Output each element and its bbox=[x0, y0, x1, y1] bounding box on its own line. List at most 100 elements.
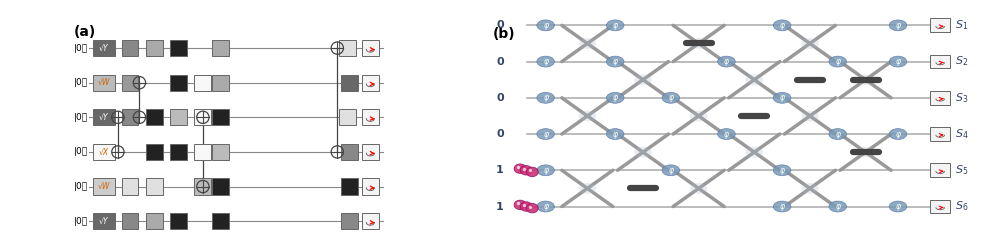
Ellipse shape bbox=[889, 201, 907, 212]
Text: 1: 1 bbox=[496, 202, 504, 211]
FancyBboxPatch shape bbox=[194, 144, 211, 160]
FancyBboxPatch shape bbox=[93, 178, 115, 194]
Text: 0: 0 bbox=[496, 129, 504, 139]
Text: φ: φ bbox=[724, 57, 729, 66]
Text: $S_5$: $S_5$ bbox=[955, 164, 969, 177]
Ellipse shape bbox=[745, 74, 763, 85]
FancyBboxPatch shape bbox=[93, 213, 115, 229]
Text: |0〉: |0〉 bbox=[74, 113, 88, 122]
FancyBboxPatch shape bbox=[93, 74, 115, 91]
Ellipse shape bbox=[889, 20, 907, 31]
Text: (b): (b) bbox=[492, 27, 515, 41]
Text: φ: φ bbox=[835, 130, 840, 138]
Ellipse shape bbox=[662, 92, 680, 103]
Ellipse shape bbox=[690, 38, 707, 49]
Text: φ: φ bbox=[835, 202, 840, 211]
Text: φ: φ bbox=[613, 93, 618, 102]
Ellipse shape bbox=[537, 56, 554, 67]
Ellipse shape bbox=[857, 74, 874, 85]
Text: φ: φ bbox=[543, 166, 548, 175]
FancyBboxPatch shape bbox=[122, 40, 138, 56]
FancyBboxPatch shape bbox=[194, 178, 211, 194]
FancyBboxPatch shape bbox=[170, 144, 187, 160]
Ellipse shape bbox=[801, 38, 819, 49]
Text: φ: φ bbox=[668, 93, 673, 102]
Circle shape bbox=[526, 204, 538, 213]
Text: φ: φ bbox=[896, 130, 900, 138]
Text: φ: φ bbox=[780, 166, 785, 175]
Ellipse shape bbox=[634, 74, 652, 85]
FancyBboxPatch shape bbox=[341, 144, 358, 160]
Ellipse shape bbox=[662, 165, 680, 176]
Ellipse shape bbox=[690, 183, 707, 194]
Text: $S_3$: $S_3$ bbox=[955, 91, 969, 105]
FancyBboxPatch shape bbox=[194, 109, 211, 126]
FancyBboxPatch shape bbox=[170, 109, 187, 126]
Circle shape bbox=[520, 202, 532, 211]
FancyBboxPatch shape bbox=[93, 109, 115, 126]
Text: φ: φ bbox=[613, 21, 618, 30]
FancyBboxPatch shape bbox=[93, 40, 115, 56]
Text: φ: φ bbox=[668, 166, 673, 175]
Text: |0〉: |0〉 bbox=[74, 182, 88, 191]
FancyBboxPatch shape bbox=[122, 213, 138, 229]
Text: (a): (a) bbox=[74, 25, 96, 39]
FancyBboxPatch shape bbox=[341, 178, 358, 194]
FancyBboxPatch shape bbox=[122, 178, 138, 194]
Text: √W: √W bbox=[97, 78, 110, 87]
FancyBboxPatch shape bbox=[93, 144, 115, 160]
Ellipse shape bbox=[718, 56, 735, 67]
Ellipse shape bbox=[634, 147, 652, 158]
Ellipse shape bbox=[801, 183, 819, 194]
FancyBboxPatch shape bbox=[146, 213, 163, 229]
Ellipse shape bbox=[773, 165, 791, 176]
Ellipse shape bbox=[829, 56, 847, 67]
Ellipse shape bbox=[606, 56, 624, 67]
Ellipse shape bbox=[537, 20, 554, 31]
Text: φ: φ bbox=[543, 93, 548, 102]
Text: $S_4$: $S_4$ bbox=[955, 127, 969, 141]
FancyBboxPatch shape bbox=[146, 178, 163, 194]
Text: 1: 1 bbox=[496, 165, 504, 175]
Text: $S_6$: $S_6$ bbox=[955, 200, 969, 213]
Ellipse shape bbox=[537, 165, 554, 176]
Ellipse shape bbox=[690, 110, 707, 122]
Ellipse shape bbox=[773, 201, 791, 212]
FancyBboxPatch shape bbox=[930, 200, 950, 213]
Text: |0〉: |0〉 bbox=[74, 78, 88, 87]
Text: φ: φ bbox=[780, 93, 785, 102]
FancyBboxPatch shape bbox=[212, 178, 229, 194]
FancyBboxPatch shape bbox=[362, 178, 379, 194]
FancyBboxPatch shape bbox=[170, 74, 187, 91]
Ellipse shape bbox=[606, 20, 624, 31]
Text: φ: φ bbox=[780, 202, 785, 211]
FancyBboxPatch shape bbox=[122, 74, 138, 91]
Text: φ: φ bbox=[543, 57, 548, 66]
Circle shape bbox=[520, 166, 532, 175]
Ellipse shape bbox=[745, 147, 763, 158]
FancyBboxPatch shape bbox=[930, 91, 950, 105]
Text: φ: φ bbox=[835, 57, 840, 66]
FancyBboxPatch shape bbox=[362, 213, 379, 229]
FancyBboxPatch shape bbox=[146, 40, 163, 56]
Text: φ: φ bbox=[543, 202, 548, 211]
Text: $S_2$: $S_2$ bbox=[955, 55, 969, 68]
Ellipse shape bbox=[718, 128, 735, 140]
FancyBboxPatch shape bbox=[930, 127, 950, 141]
Circle shape bbox=[514, 200, 526, 209]
Ellipse shape bbox=[537, 128, 554, 140]
Ellipse shape bbox=[773, 92, 791, 103]
Ellipse shape bbox=[889, 128, 907, 140]
Text: φ: φ bbox=[543, 130, 548, 138]
Ellipse shape bbox=[579, 38, 596, 49]
FancyBboxPatch shape bbox=[341, 74, 358, 91]
FancyBboxPatch shape bbox=[212, 144, 229, 160]
FancyBboxPatch shape bbox=[194, 74, 211, 91]
Ellipse shape bbox=[857, 147, 874, 158]
Ellipse shape bbox=[773, 20, 791, 31]
Text: √Y: √Y bbox=[99, 44, 108, 52]
FancyBboxPatch shape bbox=[339, 40, 356, 56]
FancyBboxPatch shape bbox=[930, 55, 950, 68]
Text: √Y: √Y bbox=[99, 217, 108, 226]
Ellipse shape bbox=[889, 56, 907, 67]
